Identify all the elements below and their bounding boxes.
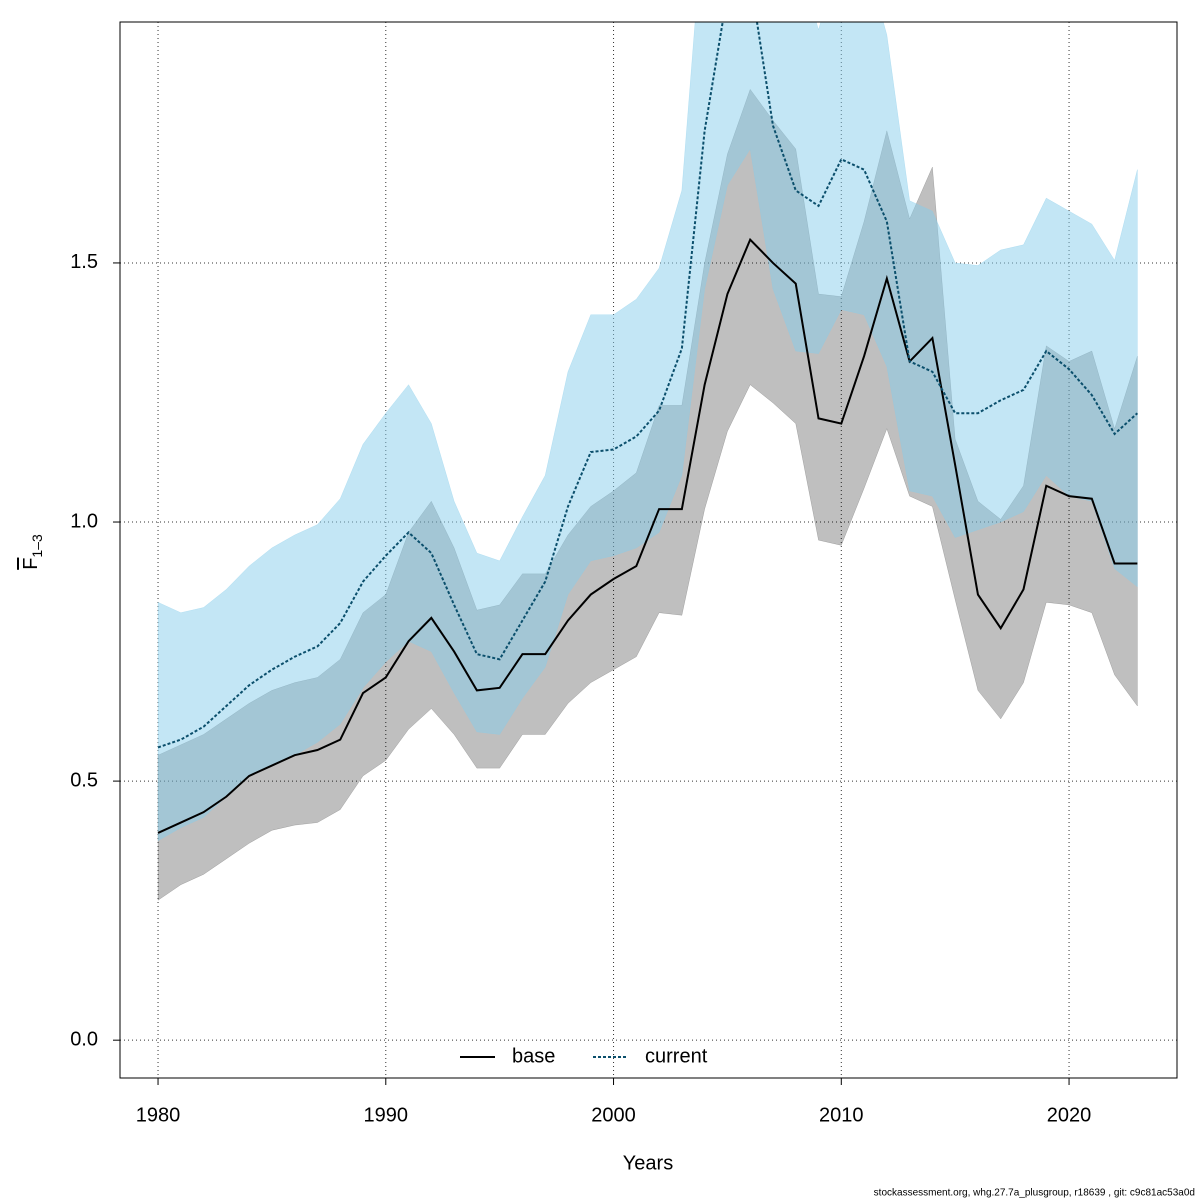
y-axis-title-sub: 1–3 — [29, 534, 45, 558]
x-axis-title: Years — [623, 1152, 673, 1174]
x-tick-label: 2020 — [1047, 1104, 1092, 1126]
x-tick-label: 2000 — [591, 1104, 636, 1126]
confidence-band — [157, 22, 1138, 842]
y-axis-title-text: F1–3 — [20, 534, 44, 570]
legend-label: current — [645, 1045, 708, 1067]
series-line — [157, 22, 1139, 749]
y-tick-label: 0.0 — [70, 1028, 98, 1050]
y-tick-label: 1.5 — [70, 251, 98, 273]
footer: stockassessment.org, whg.27.7a_plusgroup… — [874, 1188, 1195, 1199]
y-tick-label: 0.5 — [70, 769, 98, 791]
y-axis-title: F1–3 — [20, 534, 44, 570]
legend-label: base — [512, 1045, 555, 1067]
plot-area — [120, 22, 1177, 1078]
plot-frame — [119, 21, 1178, 1079]
y-tick-label: 1.0 — [70, 510, 98, 532]
x-tick-label: 1990 — [364, 1104, 409, 1126]
y-axis-title-main: F — [20, 558, 42, 570]
series-line — [157, 237, 1138, 834]
x-tick-label: 2010 — [819, 1104, 864, 1126]
x-tick-label: 1980 — [136, 1104, 181, 1126]
